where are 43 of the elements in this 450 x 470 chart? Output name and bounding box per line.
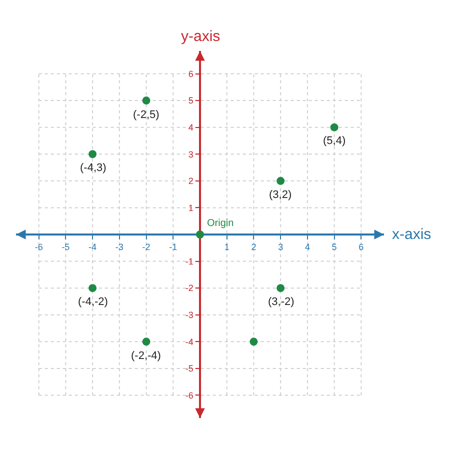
annotation: (-4,3): [80, 162, 106, 174]
y-tick-label: 4: [188, 122, 194, 132]
x-tick-label: 3: [278, 242, 284, 252]
y-axis-title: y-axis: [181, 28, 220, 45]
annotation: Origin: [207, 218, 234, 229]
point: [276, 284, 285, 292]
annotation: (5,4): [323, 135, 346, 147]
x-tick-label: -4: [88, 242, 97, 252]
point: [88, 150, 97, 158]
y-tick-label: -3: [185, 310, 194, 320]
x-tick-label: 2: [251, 242, 256, 252]
annotation: (-2,-4): [131, 350, 161, 362]
x-tick-label: -2: [142, 242, 150, 252]
x-tick-label: -6: [34, 242, 43, 252]
x-tick-label: 6: [358, 242, 364, 252]
x-tick-label: -3: [115, 242, 124, 252]
y-tick-label: -2: [185, 283, 194, 294]
annotation: (3,-2): [268, 296, 294, 308]
y-tick-label: -4: [185, 336, 194, 347]
point: [330, 123, 338, 132]
y-tick-label: -1: [185, 256, 194, 266]
point: [142, 338, 150, 346]
annotation: (-4,-2): [78, 296, 108, 308]
y-tick-label: 3: [188, 149, 194, 160]
y-tick-label: -6: [185, 390, 194, 400]
y-tick-label: 2: [188, 176, 194, 186]
x-tick-label: 1: [224, 242, 230, 252]
x-tick-label: -5: [62, 242, 70, 252]
point: [196, 230, 204, 238]
point: [88, 284, 97, 292]
annotation: (3,2): [269, 189, 292, 201]
x-tick-label: 5: [332, 242, 337, 252]
point: [250, 338, 258, 346]
x-tick-label: 4: [304, 242, 310, 252]
y-tick-label: -5: [185, 364, 194, 374]
point: [142, 96, 150, 105]
y-tick-label: 5: [188, 96, 194, 106]
y-tick-label: 1: [188, 202, 194, 213]
annotation: (-2,5): [133, 109, 160, 121]
x-tick-label: -1: [169, 242, 178, 252]
y-tick-label: 6: [188, 68, 194, 79]
point: [276, 176, 285, 185]
x-axis-title: x-axis: [392, 226, 432, 243]
